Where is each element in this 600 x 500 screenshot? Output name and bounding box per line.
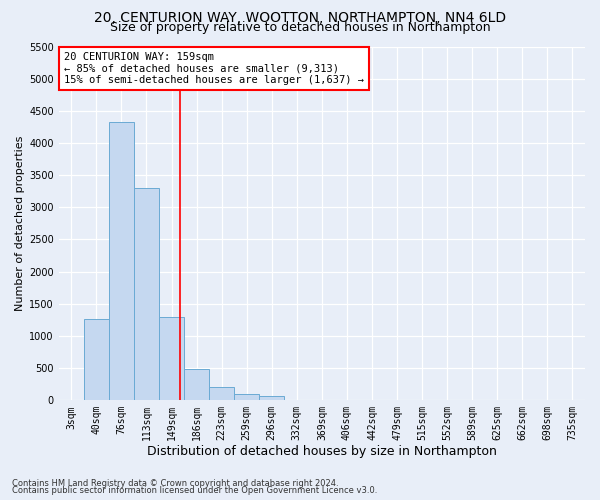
Text: 20, CENTURION WAY, WOOTTON, NORTHAMPTON, NN4 6LD: 20, CENTURION WAY, WOOTTON, NORTHAMPTON,… bbox=[94, 11, 506, 25]
Bar bbox=[159, 318, 184, 400]
Bar bbox=[234, 394, 259, 400]
Text: Size of property relative to detached houses in Northampton: Size of property relative to detached ho… bbox=[110, 21, 490, 34]
Bar bbox=[184, 370, 209, 400]
Y-axis label: Number of detached properties: Number of detached properties bbox=[15, 136, 25, 311]
Bar bbox=[134, 188, 159, 400]
Bar bbox=[209, 386, 234, 400]
Text: 20 CENTURION WAY: 159sqm
← 85% of detached houses are smaller (9,313)
15% of sem: 20 CENTURION WAY: 159sqm ← 85% of detach… bbox=[64, 52, 364, 85]
Bar bbox=[259, 396, 284, 400]
X-axis label: Distribution of detached houses by size in Northampton: Distribution of detached houses by size … bbox=[147, 444, 497, 458]
Text: Contains public sector information licensed under the Open Government Licence v3: Contains public sector information licen… bbox=[12, 486, 377, 495]
Text: Contains HM Land Registry data © Crown copyright and database right 2024.: Contains HM Land Registry data © Crown c… bbox=[12, 478, 338, 488]
Bar bbox=[84, 318, 109, 400]
Bar bbox=[109, 122, 134, 400]
